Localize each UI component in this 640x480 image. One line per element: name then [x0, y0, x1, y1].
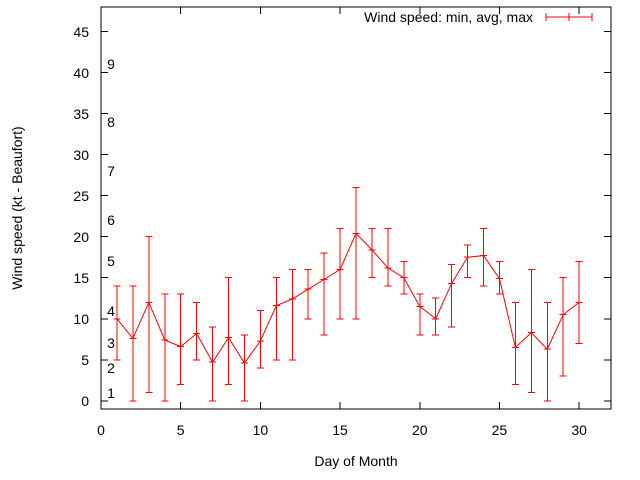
- beaufort-scale-label: 3: [107, 335, 115, 352]
- y-tick-label: 20: [73, 228, 89, 245]
- x-tick-label: 0: [97, 422, 105, 438]
- beaufort-scale-label: 9: [107, 56, 115, 73]
- y-tick-label: 25: [73, 187, 89, 204]
- x-tick-label: 15: [332, 422, 348, 438]
- x-tick-label: 5: [176, 422, 185, 438]
- y-tick-label: 0: [81, 392, 89, 409]
- beaufort-scale-label: 6: [107, 212, 115, 229]
- y-tick-label: 40: [73, 64, 89, 81]
- x-tick-label: 20: [411, 422, 428, 438]
- beaufort-scale-label: 7: [107, 163, 115, 180]
- y-tick-label: 30: [73, 146, 89, 163]
- y-tick-label: 45: [73, 23, 89, 40]
- x-tick-label: 30: [571, 422, 587, 438]
- x-axis-label: Day of Month: [314, 453, 398, 469]
- beaufort-scale-label: 5: [107, 253, 115, 270]
- x-tick-label: 25: [491, 422, 508, 438]
- y-tick-label: 10: [73, 310, 89, 327]
- y-tick-label: 35: [73, 105, 89, 122]
- y-tick-label: 15: [73, 269, 89, 286]
- legend-label: Wind speed: min, avg, max: [364, 9, 533, 25]
- beaufort-scale-label: 1: [107, 384, 115, 401]
- beaufort-scale-label: 8: [107, 113, 115, 130]
- x-tick-label: 10: [252, 422, 269, 438]
- beaufort-scale-label: 2: [107, 359, 115, 376]
- avg-line: [116, 232, 580, 364]
- plot-border: [100, 6, 612, 410]
- y-axis-label: Wind speed (kt - Beaufort): [9, 126, 25, 290]
- beaufort-scale-label: 4: [107, 302, 115, 319]
- y-tick-label: 5: [81, 351, 89, 368]
